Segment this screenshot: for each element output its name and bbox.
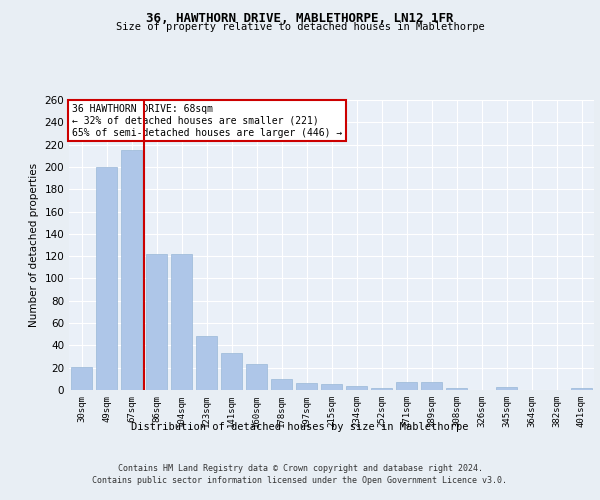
Bar xyxy=(96,167,117,390)
Text: Distribution of detached houses by size in Mablethorpe: Distribution of detached houses by size … xyxy=(131,422,469,432)
Bar xyxy=(271,379,292,390)
Text: Contains HM Land Registry data © Crown copyright and database right 2024.: Contains HM Land Registry data © Crown c… xyxy=(118,464,482,473)
Bar xyxy=(396,382,417,390)
Bar xyxy=(446,388,467,390)
Text: 36, HAWTHORN DRIVE, MABLETHORPE, LN12 1FR: 36, HAWTHORN DRIVE, MABLETHORPE, LN12 1F… xyxy=(146,12,454,26)
Bar xyxy=(496,386,517,390)
Text: 36 HAWTHORN DRIVE: 68sqm
← 32% of detached houses are smaller (221)
65% of semi-: 36 HAWTHORN DRIVE: 68sqm ← 32% of detach… xyxy=(71,104,342,138)
Bar xyxy=(121,150,142,390)
Bar xyxy=(171,254,192,390)
Y-axis label: Number of detached properties: Number of detached properties xyxy=(29,163,39,327)
Bar xyxy=(421,382,442,390)
Bar xyxy=(221,353,242,390)
Bar xyxy=(321,384,342,390)
Text: Contains public sector information licensed under the Open Government Licence v3: Contains public sector information licen… xyxy=(92,476,508,485)
Text: Size of property relative to detached houses in Mablethorpe: Size of property relative to detached ho… xyxy=(116,22,484,32)
Bar xyxy=(571,388,592,390)
Bar xyxy=(296,384,317,390)
Bar xyxy=(371,388,392,390)
Bar xyxy=(146,254,167,390)
Bar xyxy=(246,364,267,390)
Bar xyxy=(346,386,367,390)
Bar xyxy=(196,336,217,390)
Bar xyxy=(71,366,92,390)
